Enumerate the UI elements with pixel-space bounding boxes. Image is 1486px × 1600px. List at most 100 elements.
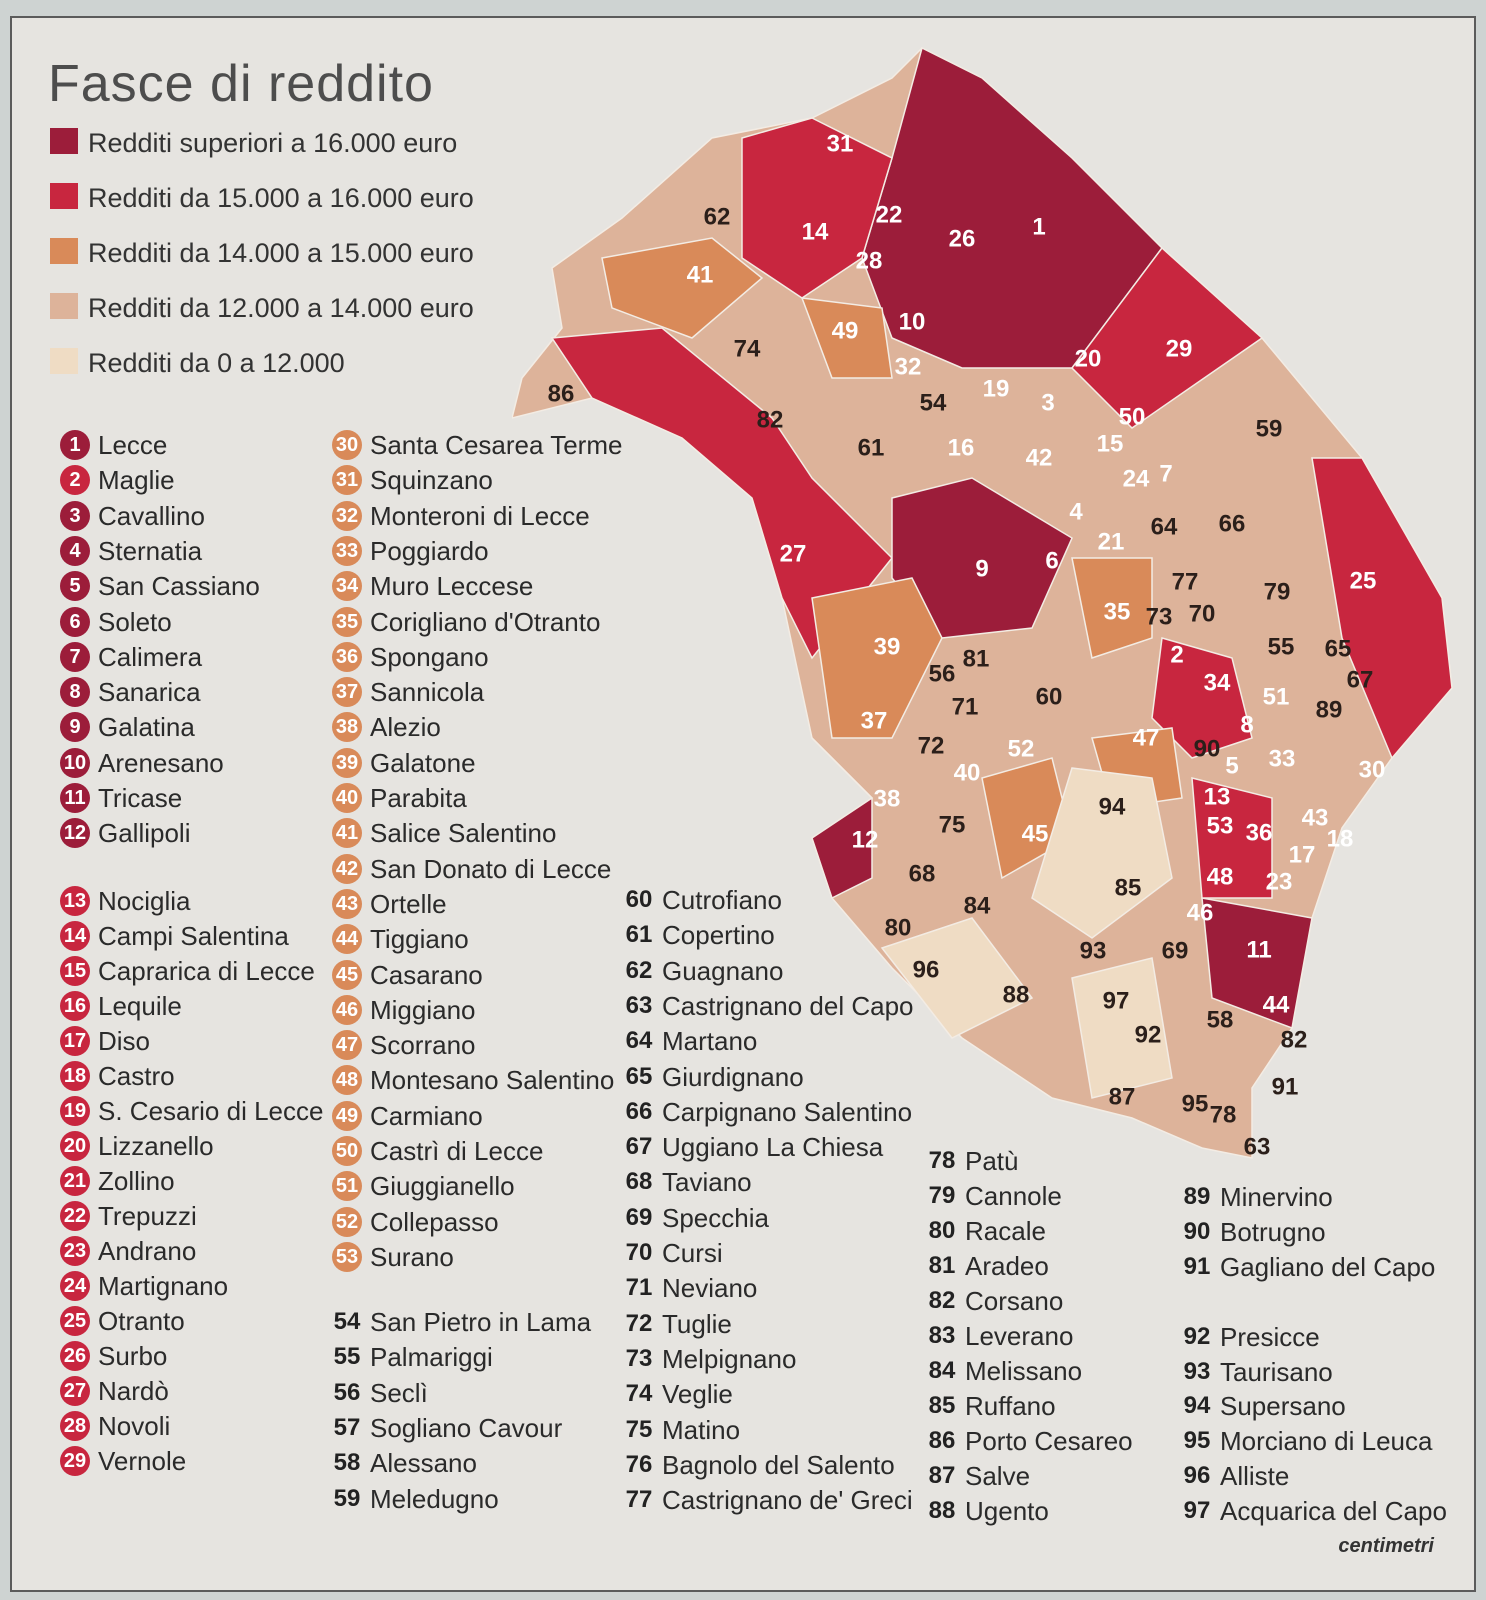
region-label: 94 (1099, 793, 1126, 820)
index-number-badge: 30 (332, 430, 362, 460)
index-number-badge: 38 (332, 712, 362, 742)
region-label: 2 (1170, 641, 1183, 668)
index-number-badge: 43 (332, 889, 362, 919)
index-number-badge: 11 (60, 783, 90, 813)
region-label: 66 (1219, 510, 1246, 537)
region-label: 28 (856, 247, 883, 274)
index-name: Racale (965, 1216, 1046, 1246)
index-number-badge: 73 (625, 1345, 653, 1372)
region-label: 38 (874, 785, 901, 812)
index-name: Meledugno (370, 1484, 499, 1514)
index-name: Campi Salentina (98, 921, 289, 951)
region-label: 42 (1026, 444, 1053, 471)
region-label: 30 (1359, 756, 1386, 783)
index-number-badge: 62 (625, 957, 653, 984)
region-label: 85 (1115, 874, 1142, 901)
index-name: Collepasso (370, 1207, 499, 1237)
zone-presicce (1071, 957, 1173, 1099)
index-name: Miggiano (370, 995, 476, 1025)
index-name: Taurisano (1220, 1357, 1333, 1387)
index-name: Lecce (98, 430, 168, 460)
zone-vernole (1071, 246, 1264, 429)
region-label: 35 (1104, 598, 1131, 625)
index-name: Corsano (965, 1286, 1064, 1316)
region-label: 67 (1347, 666, 1374, 693)
index-number-badge: 18 (60, 1061, 90, 1091)
index-name: Lizzanello (98, 1131, 214, 1161)
index-number-badge: 8 (60, 677, 90, 707)
index-number-badge: 28 (60, 1411, 90, 1441)
index-name: Salve (965, 1461, 1031, 1491)
index-name: Leverano (965, 1321, 1074, 1351)
region-label: 3 (1041, 389, 1054, 416)
index-name: Ugento (965, 1496, 1049, 1526)
region-label: 9 (975, 555, 988, 582)
index-number-badge: 84 (928, 1357, 956, 1384)
index-number-badge: 20 (60, 1131, 90, 1161)
index-number-badge: 68 (625, 1168, 653, 1195)
index-name: Squinzano (370, 465, 493, 495)
index-name: Gagliano del Capo (1220, 1252, 1436, 1282)
index-name: Casarano (370, 960, 483, 990)
index-name: Tiggiano (370, 924, 469, 954)
index-name: Tricase (98, 783, 183, 813)
region-label: 27 (780, 540, 807, 567)
map-title: Fasce di reddito (48, 55, 434, 113)
index-number-badge: 40 (332, 783, 362, 813)
region-label: 8 (1240, 711, 1253, 738)
index-name: Taviano (662, 1167, 752, 1197)
index-name: Alliste (1220, 1461, 1290, 1491)
index-number-badge: 39 (332, 748, 362, 778)
region-label: 43 (1302, 804, 1329, 831)
zone-supersano (1031, 767, 1173, 939)
index-number-badge: 60 (625, 886, 653, 913)
index-name: Cavallino (98, 501, 205, 531)
index-number-badge: 96 (1183, 1462, 1211, 1489)
index-name: Neviano (662, 1273, 758, 1303)
index-name: Matino (662, 1415, 741, 1445)
index-number-badge: 44 (332, 924, 362, 954)
index-name: Monteroni di Lecce (370, 501, 590, 531)
index-name: Veglie (662, 1379, 733, 1409)
index-name: Corigliano d'Otranto (370, 607, 601, 637)
index-number-badge: 63 (625, 992, 653, 1019)
index-name: Alezio (370, 712, 441, 742)
index-name: Uggiano La Chiesa (662, 1132, 884, 1162)
index-name: Spongano (370, 642, 489, 672)
index-name: Specchia (662, 1203, 769, 1233)
index-number-badge: 5 (60, 571, 90, 601)
index-number-badge: 26 (60, 1341, 90, 1371)
index-number-badge: 76 (625, 1451, 653, 1478)
index-name: Cursi (662, 1238, 723, 1268)
index-number-badge: 77 (625, 1486, 653, 1513)
zone-alliste (880, 917, 1034, 1039)
index-number-badge: 47 (332, 1030, 362, 1060)
index-name: Otranto (98, 1306, 185, 1336)
index-number-badge: 24 (60, 1271, 90, 1301)
region-label: 51 (1263, 683, 1290, 710)
index-number-badge: 94 (1183, 1392, 1211, 1419)
index-name: Seclì (370, 1378, 428, 1408)
region-label: 92 (1135, 1021, 1162, 1048)
index-name: Parabita (370, 783, 467, 813)
index-name: Vernole (98, 1446, 187, 1476)
index-name: San Donato di Lecce (370, 854, 612, 884)
index-number-badge: 9 (60, 712, 90, 742)
index-number-badge: 81 (928, 1252, 956, 1279)
index-name: Palmariggi (370, 1342, 493, 1372)
index-number-badge: 13 (60, 886, 90, 916)
index-number-badge: 2 (60, 465, 90, 495)
index-number-badge: 31 (332, 465, 362, 495)
region-label: 12 (852, 826, 879, 853)
region-label: 86 (548, 380, 575, 407)
index-number-badge: 82 (928, 1287, 956, 1314)
region-label: 82 (1281, 1026, 1308, 1053)
index-number-badge: 64 (625, 1027, 653, 1054)
zone-andrano (1191, 777, 1273, 899)
index-name: Poggiardo (370, 536, 489, 566)
index-number-badge: 93 (1183, 1358, 1211, 1385)
index-name: Sanarica (98, 677, 201, 707)
region-label: 1 (1032, 213, 1045, 240)
index-number-badge: 46 (332, 995, 362, 1025)
region-label: 75 (939, 811, 966, 838)
